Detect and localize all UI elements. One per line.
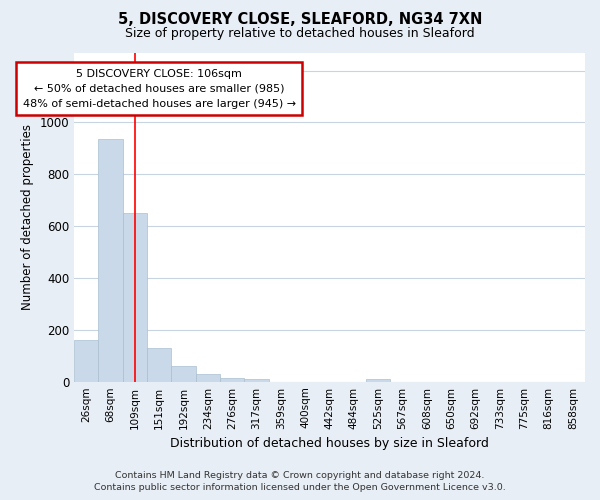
Text: 5, DISCOVERY CLOSE, SLEAFORD, NG34 7XN: 5, DISCOVERY CLOSE, SLEAFORD, NG34 7XN <box>118 12 482 28</box>
Y-axis label: Number of detached properties: Number of detached properties <box>21 124 34 310</box>
Bar <box>220 378 244 382</box>
Text: Size of property relative to detached houses in Sleaford: Size of property relative to detached ho… <box>125 26 475 40</box>
Bar <box>366 378 391 382</box>
Text: 5 DISCOVERY CLOSE: 106sqm
← 50% of detached houses are smaller (985)
48% of semi: 5 DISCOVERY CLOSE: 106sqm ← 50% of detac… <box>23 69 296 108</box>
X-axis label: Distribution of detached houses by size in Sleaford: Distribution of detached houses by size … <box>170 437 489 450</box>
Bar <box>74 340 98 382</box>
Bar <box>123 213 147 382</box>
Bar <box>172 366 196 382</box>
Text: Contains HM Land Registry data © Crown copyright and database right 2024.
Contai: Contains HM Land Registry data © Crown c… <box>94 471 506 492</box>
Bar <box>147 348 172 382</box>
Bar <box>244 379 269 382</box>
Bar <box>196 374 220 382</box>
Bar <box>98 140 123 382</box>
